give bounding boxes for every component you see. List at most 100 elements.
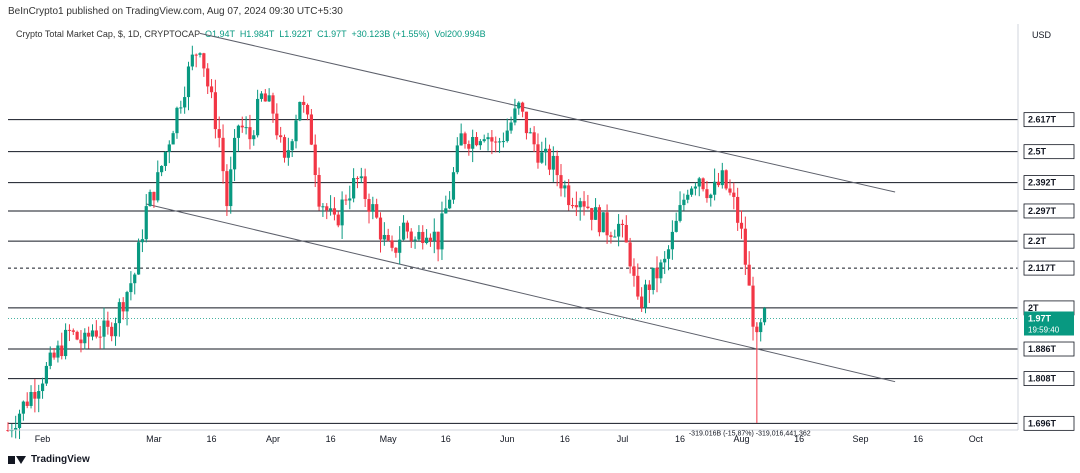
candle-body [382,234,386,240]
candle-body [133,274,137,284]
x-tick-label: 16 [675,434,685,444]
candle-body [75,331,79,340]
candle-body [179,107,183,109]
candle-body [298,101,302,121]
candle-body [244,127,248,129]
chart-legend: Crypto Total Market Cap, $, 1D, CRYPTOCA… [16,29,486,39]
candle-body [624,224,628,243]
x-tick-label: Jun [500,434,515,444]
candle-body [659,262,663,279]
candle-body [328,208,333,211]
channel-lower-line [146,203,896,383]
candle-body [398,239,402,253]
candle-body [106,320,110,327]
legend-change: +30.123B (+1.55%) [351,29,430,39]
candle-body [428,237,433,241]
descending-channel [146,32,896,383]
candle-body [401,222,406,240]
candle-body [190,54,194,67]
candle-body [724,170,728,189]
candle-body [524,111,529,134]
candle-body [152,191,156,201]
candle-body [317,175,321,207]
candle-body [647,284,651,290]
level-label-box [1023,415,1075,431]
candle-body [14,428,18,431]
candle-body [532,132,536,145]
candle-body [359,176,363,179]
candle-body [209,86,214,93]
legend-low: L1.922T [279,29,313,39]
candle-body [716,181,721,186]
candle-body [52,352,56,358]
candle-body [225,171,229,207]
candle-body [110,326,114,337]
candle-body [421,231,425,244]
candle-body [424,237,429,244]
candle-body [282,137,287,158]
candle-body [666,249,671,259]
candle-body [405,222,409,232]
candle-body [136,242,141,275]
candle-body [371,204,375,212]
candle-body [720,170,724,186]
candle-body [375,204,379,218]
candle-body [478,141,482,146]
candle-body [290,141,294,151]
candle-body [444,208,448,214]
candle-body [213,92,217,130]
candle-body [743,228,747,265]
x-tick-label: May [380,434,398,444]
candle-body [582,201,586,207]
candle-body [697,178,701,187]
candle-body [494,141,498,143]
candle-body [544,148,548,153]
candle-body [98,336,102,338]
candle-body [325,206,329,211]
candle-body [271,95,275,114]
candle-body [563,185,567,189]
legend-open: O1.94T [204,29,235,39]
candle-body [471,137,475,149]
candle-body [689,188,694,195]
candle-body [156,172,160,201]
candle-body [236,125,241,138]
level-label: 2.2T [1028,236,1047,246]
candle-body [651,267,655,290]
candle-body [332,208,337,215]
candle-body [459,133,463,146]
candle-body [348,198,352,201]
level-label: 2T [1028,303,1039,313]
candle-body [183,97,187,108]
candle-body [79,339,83,344]
candle-body [474,137,479,146]
candle-body [448,199,452,209]
candle-body [467,144,471,149]
candle-body [121,302,125,312]
x-tick-label: 16 [913,434,923,444]
currency-label: USD [1032,30,1052,40]
candle-body [609,235,613,237]
candle-body [432,231,436,241]
candle-body [340,199,344,226]
candle-body [417,231,421,240]
candle-body [240,125,244,128]
candle-body [663,258,667,263]
candle-body [113,323,118,337]
footer-brand[interactable]: TradingView [8,454,90,465]
candle-body [129,283,133,293]
candle-body [259,93,264,99]
x-tick-label: Apr [266,434,280,444]
x-tick-label: 16 [326,434,336,444]
x-tick-label: Feb [35,434,51,444]
candle-body [497,141,502,143]
candle-body [451,172,456,200]
candle-body [48,352,52,366]
candle-body [248,127,252,140]
candle-body [94,330,98,337]
x-tick-label: Aug [733,434,749,444]
current-price-label: 1.97T [1028,313,1052,323]
candle-body [762,308,767,323]
candle-body [313,144,317,176]
